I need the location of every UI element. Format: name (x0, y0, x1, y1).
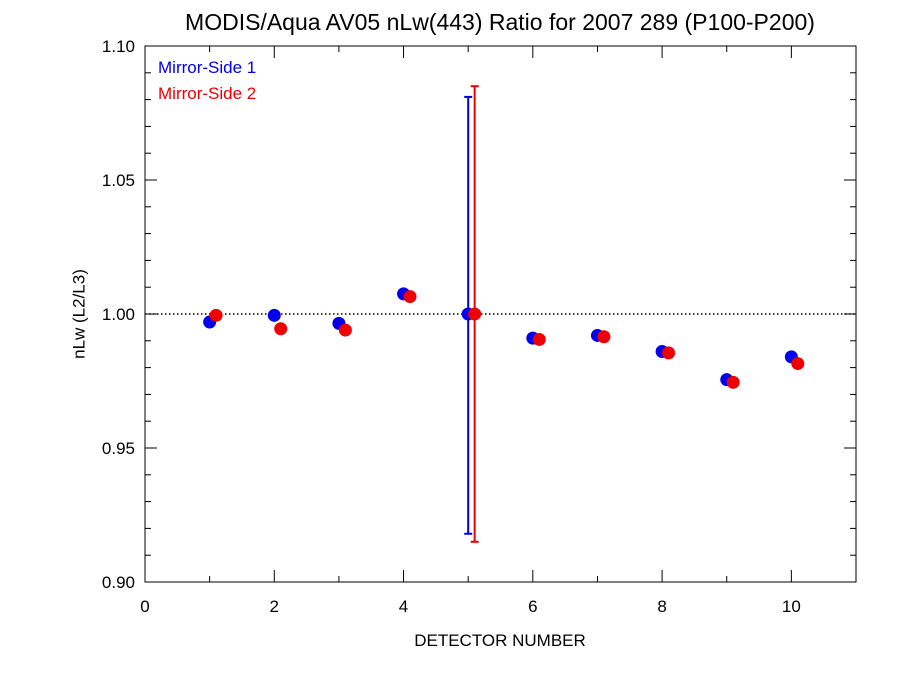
data-point-series-2 (209, 308, 223, 322)
x-tick-label: 4 (399, 597, 408, 616)
data-point-series-2 (662, 346, 676, 360)
x-axis-label: DETECTOR NUMBER (414, 631, 586, 650)
data-point-series-2 (726, 375, 740, 389)
x-tick-label: 2 (270, 597, 279, 616)
legend-label-mirror-side-2: Mirror-Side 2 (158, 84, 256, 103)
x-tick-label: 6 (528, 597, 537, 616)
axis-ticks: 0 2 4 6 8 10 0.90 0.95 1.00 1.05 1.10 (102, 37, 856, 616)
x-tick-label: 8 (657, 597, 666, 616)
data-point-series-2 (338, 323, 352, 337)
x-tick-label: 10 (782, 597, 801, 616)
data-point-series-1 (267, 308, 281, 322)
y-tick-label: 1.05 (102, 171, 135, 190)
y-tick-label: 0.95 (102, 439, 135, 458)
data-marks (203, 85, 805, 543)
data-point-series-2 (274, 322, 288, 336)
chart-title: MODIS/Aqua AV05 nLw(443) Ratio for 2007 … (185, 9, 815, 35)
data-point-series-2 (791, 357, 805, 371)
y-tick-label: 1.00 (102, 305, 135, 324)
legend: Mirror-Side 1 Mirror-Side 2 (158, 58, 256, 103)
data-point-series-2 (468, 307, 482, 321)
y-tick-label: 0.90 (102, 573, 135, 592)
data-point-series-2 (532, 332, 546, 346)
data-point-series-2 (403, 290, 417, 304)
y-tick-label: 1.10 (102, 37, 135, 56)
legend-label-mirror-side-1: Mirror-Side 1 (158, 58, 256, 77)
y-axis-label: nLw (L2/L3) (69, 269, 88, 359)
data-point-series-2 (597, 330, 611, 344)
x-tick-label: 0 (140, 597, 149, 616)
